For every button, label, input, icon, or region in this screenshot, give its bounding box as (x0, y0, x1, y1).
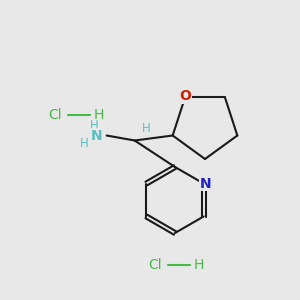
Text: Cl: Cl (48, 108, 62, 122)
Text: H: H (94, 108, 104, 122)
Text: H: H (90, 119, 99, 132)
Text: O: O (179, 89, 191, 103)
Text: H: H (80, 137, 89, 150)
Text: N: N (91, 128, 103, 142)
Text: N: N (200, 176, 212, 190)
Text: Cl: Cl (148, 258, 162, 272)
Text: H: H (194, 258, 204, 272)
Text: H: H (142, 122, 151, 135)
